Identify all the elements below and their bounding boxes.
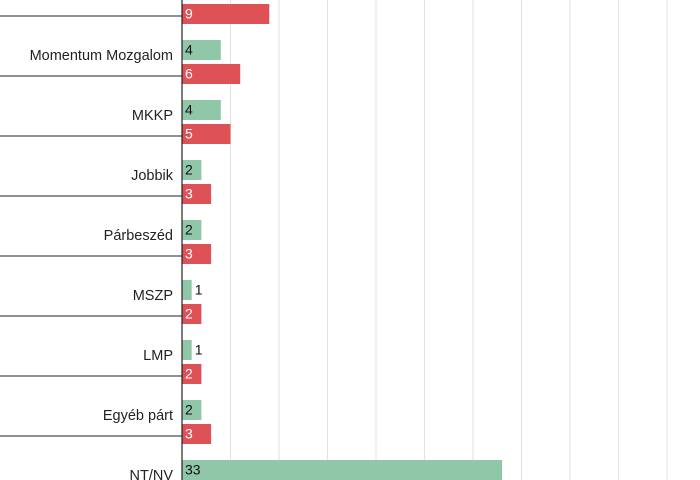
bar-value-label: 2 xyxy=(185,222,193,238)
bar-value-label: 6 xyxy=(185,66,193,82)
bar-value-label: 9 xyxy=(185,6,193,22)
category-label: Párbeszéd xyxy=(104,228,173,244)
bar-value-label: 3 xyxy=(185,426,193,442)
bar-value-label: 2 xyxy=(185,162,193,178)
bar-value-label: 2 xyxy=(185,366,193,382)
bar xyxy=(182,304,202,324)
bar xyxy=(182,280,192,300)
bar xyxy=(182,220,202,240)
bar xyxy=(182,364,202,384)
bar-value-label: 2 xyxy=(185,402,193,418)
category-labels: Momentum Mozgalom MKKP Jobbik Párbeszéd MSZP… xyxy=(30,48,174,480)
bar xyxy=(182,100,221,120)
bar-value-label: 4 xyxy=(185,102,193,118)
category-label: Egyéb párt xyxy=(103,408,173,424)
bar xyxy=(182,400,202,420)
bar xyxy=(182,40,221,60)
bar-value-label: 1 xyxy=(195,342,203,358)
bar xyxy=(182,244,212,264)
bar xyxy=(182,460,503,480)
category-label: NT/NV xyxy=(130,468,174,480)
category-label: Jobbik xyxy=(131,168,174,184)
bar xyxy=(182,340,192,360)
bar-value-label: 3 xyxy=(185,186,193,202)
bar xyxy=(182,4,270,24)
bar-value-label: 1 xyxy=(195,282,203,298)
category-label: Momentum Mozgalom xyxy=(30,48,173,64)
bar xyxy=(182,184,212,204)
category-label: MSZP xyxy=(133,288,173,304)
bar xyxy=(182,64,241,84)
vertical-gridlines xyxy=(230,0,668,480)
category-label: MKKP xyxy=(132,108,173,124)
bar xyxy=(182,124,231,144)
bar-value-label: 33 xyxy=(185,462,201,478)
bar-value-label: 3 xyxy=(185,246,193,262)
bar-value-label: 2 xyxy=(185,306,193,322)
bar xyxy=(182,424,212,444)
category-label: LMP xyxy=(143,348,173,364)
row-separators xyxy=(0,15,182,437)
bar xyxy=(182,160,202,180)
bar-value-label: 5 xyxy=(185,126,193,142)
bar-value-label: 4 xyxy=(185,42,193,58)
